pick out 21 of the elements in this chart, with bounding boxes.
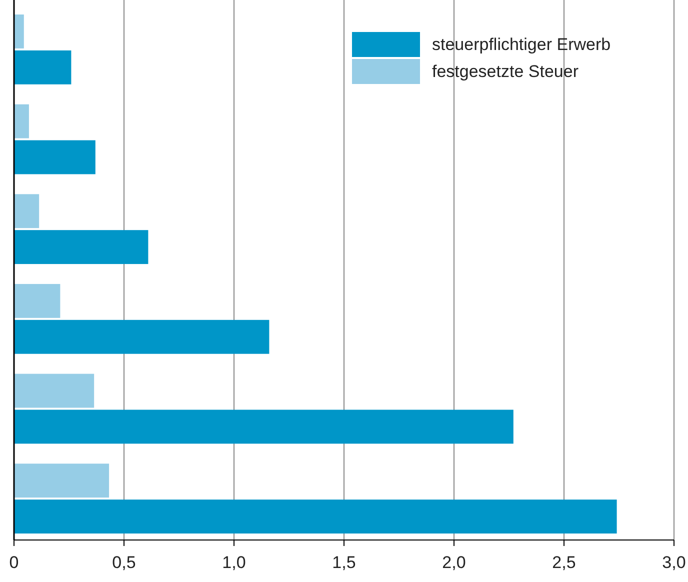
x-tick-label: 2,5 bbox=[552, 553, 576, 572]
bar bbox=[14, 104, 29, 138]
bar bbox=[14, 284, 60, 318]
x-tick-label: 2,0 bbox=[442, 553, 466, 572]
x-tick-label: 1,5 bbox=[332, 553, 356, 572]
x-tick-label: 0 bbox=[9, 553, 19, 572]
legend-label: festgesetzte Steuer bbox=[432, 62, 579, 81]
x-tick-label: 3,0 bbox=[662, 553, 686, 572]
bar bbox=[14, 374, 94, 408]
bar bbox=[14, 464, 110, 498]
legend-label: steuerpflichtiger Erwerb bbox=[432, 35, 611, 54]
bar bbox=[14, 230, 148, 264]
bar bbox=[14, 194, 40, 228]
bar bbox=[14, 140, 96, 174]
bar bbox=[14, 410, 514, 444]
bar bbox=[14, 14, 24, 48]
bar bbox=[14, 500, 617, 534]
x-tick-label: 0,5 bbox=[112, 553, 136, 572]
x-tick-label: 1,0 bbox=[222, 553, 246, 572]
bar bbox=[14, 50, 72, 84]
bar bbox=[14, 320, 270, 354]
